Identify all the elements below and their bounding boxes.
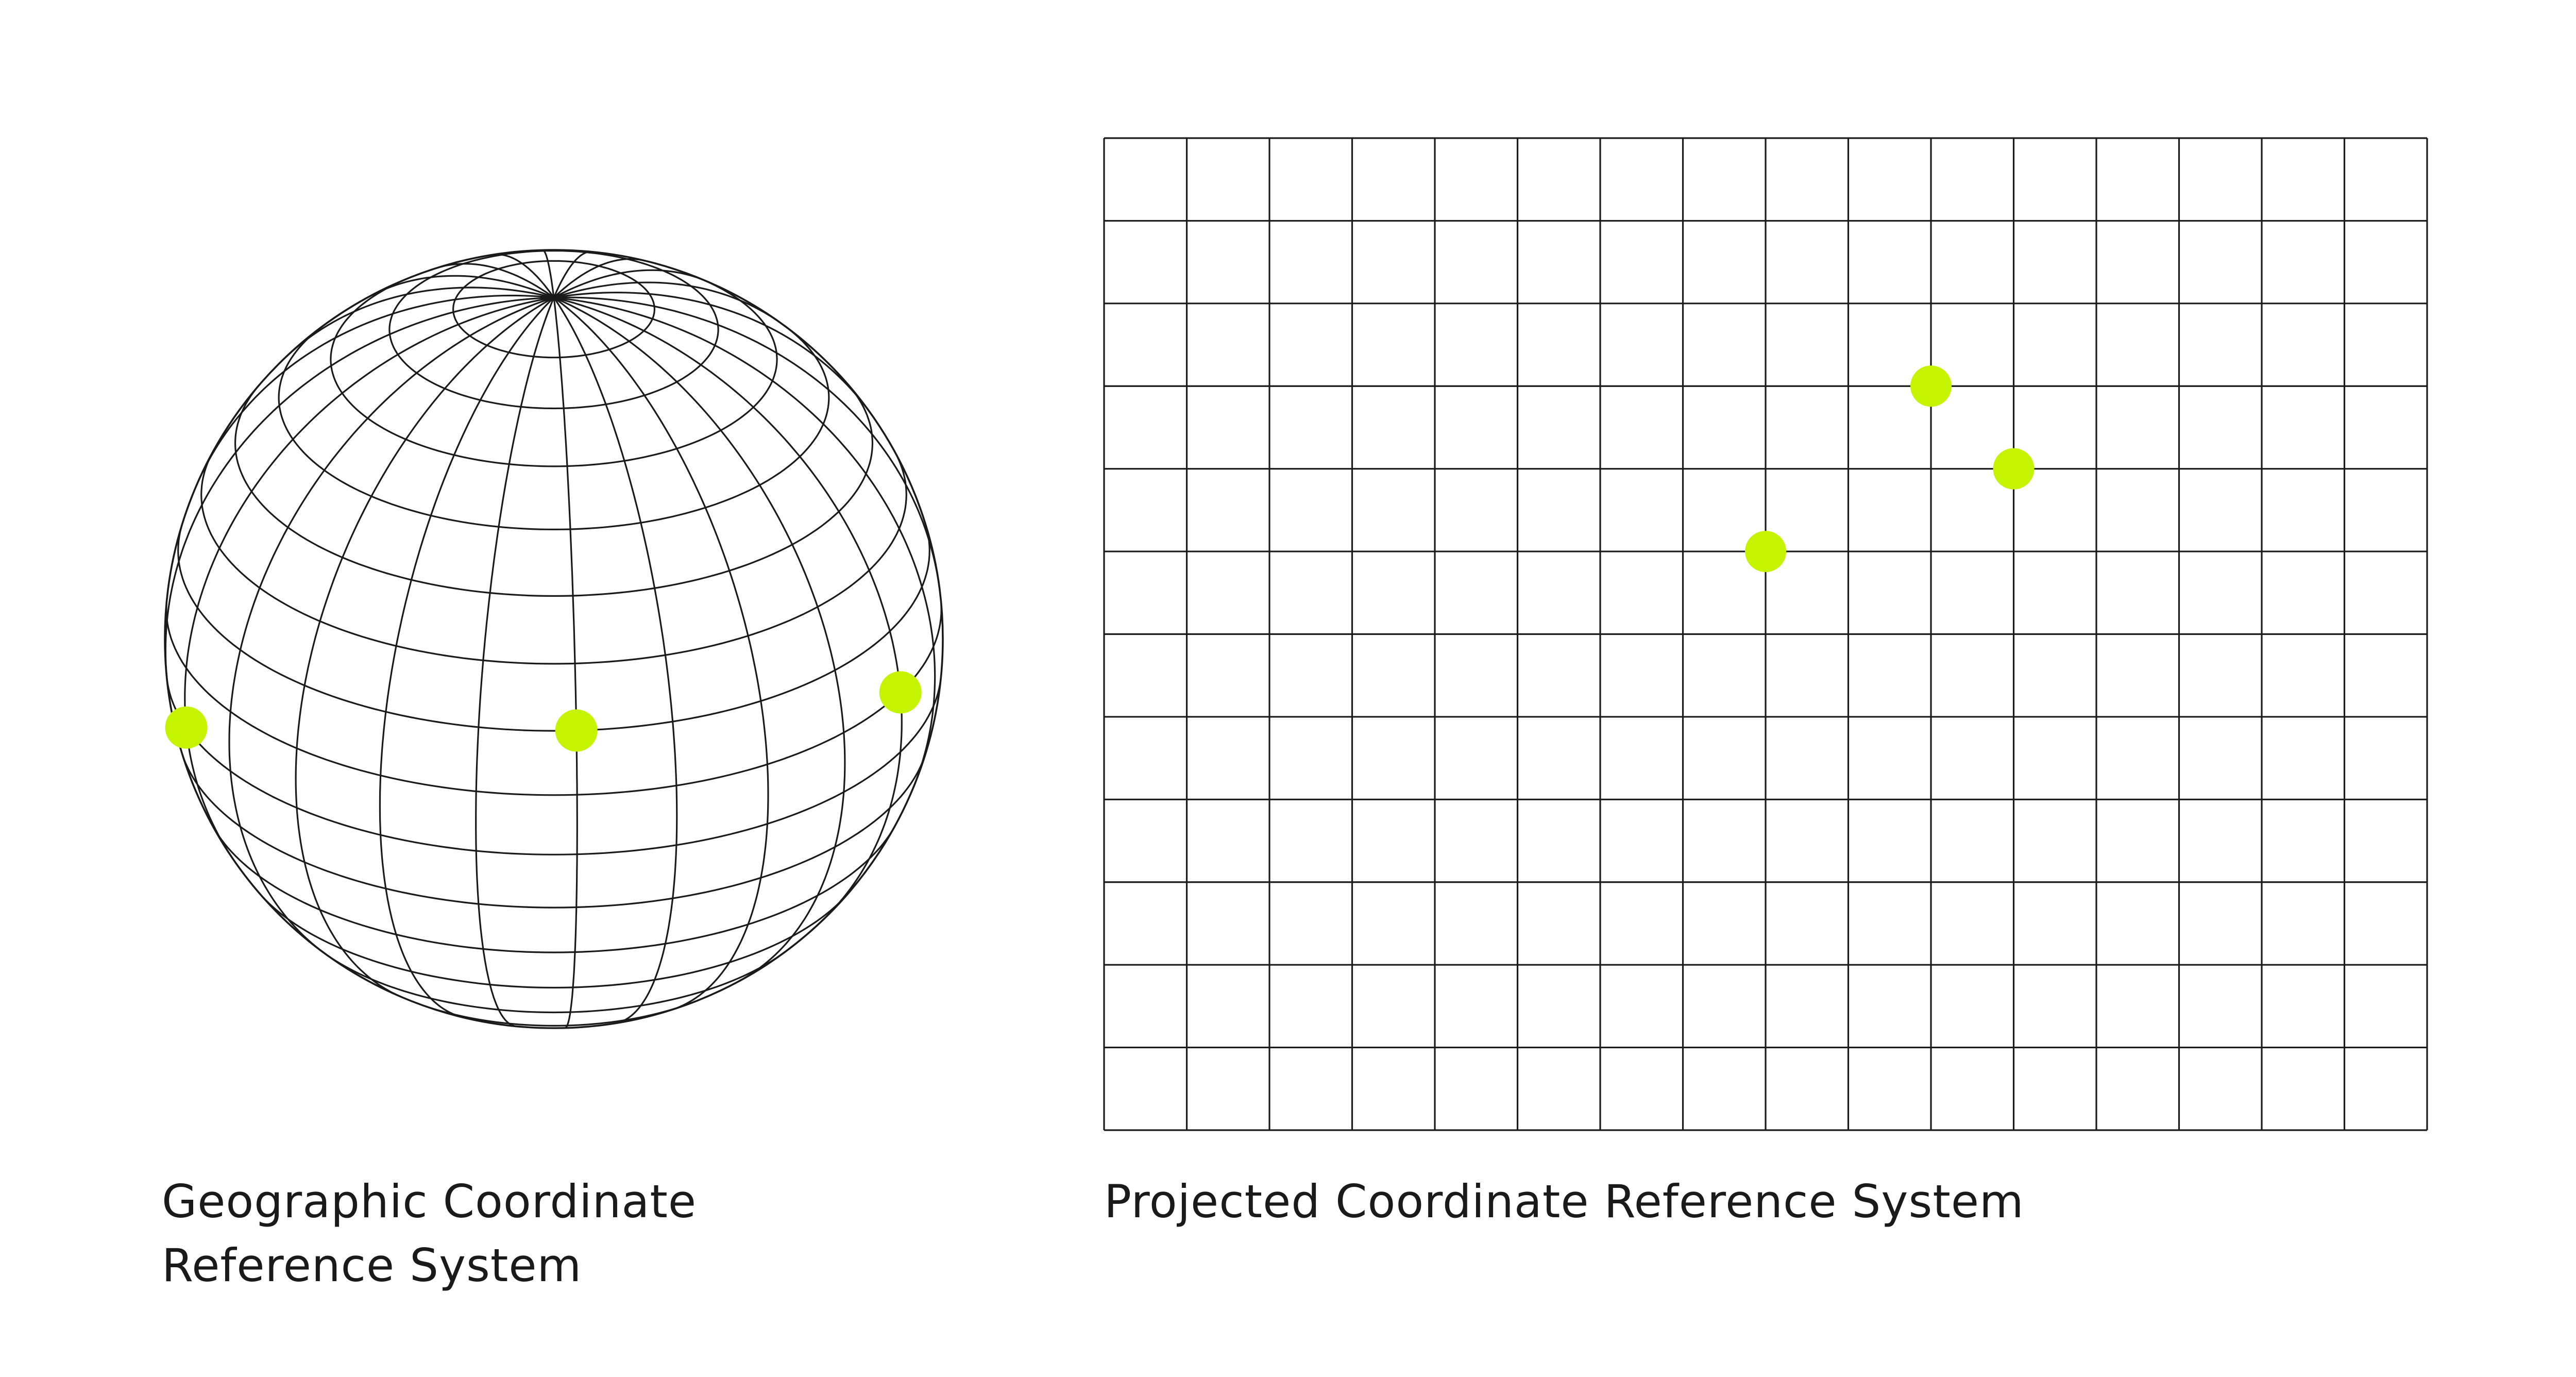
meridian-line xyxy=(553,296,903,921)
grid-point xyxy=(1910,365,1952,407)
meridian-line xyxy=(438,263,554,298)
parallel-line xyxy=(259,893,849,989)
meridian-line xyxy=(228,296,554,954)
meridian-line xyxy=(553,258,645,298)
meridian-line xyxy=(553,297,769,1011)
globe-illustration xyxy=(164,249,944,1029)
parallel-line xyxy=(177,527,930,732)
meridian-line xyxy=(553,250,592,298)
parallel-line xyxy=(278,325,830,530)
globe-point xyxy=(879,671,922,714)
grid-point xyxy=(1745,531,1786,573)
meridian-line xyxy=(295,297,554,998)
meridian-line xyxy=(553,296,940,588)
meridian-line xyxy=(184,296,554,858)
parallel-line xyxy=(165,604,942,796)
meridian-line xyxy=(553,292,873,416)
meridian-line xyxy=(368,275,554,298)
meridian-line xyxy=(553,269,706,298)
caption-line: Projected Coordinate Reference System xyxy=(1104,1175,2024,1228)
parallel-line xyxy=(200,455,907,665)
meridian-line xyxy=(164,296,554,684)
parallel-line xyxy=(182,755,926,909)
parallel-line xyxy=(323,951,785,1014)
projected-grid-illustration xyxy=(1103,137,2428,1131)
projected-crs-caption: Projected Coordinate Reference System xyxy=(1104,1170,2024,1234)
globe-point xyxy=(555,709,598,752)
globe-point xyxy=(165,706,208,749)
meridian-line xyxy=(284,287,554,359)
caption-line: Reference System xyxy=(162,1239,582,1292)
parallel-line xyxy=(212,827,895,953)
grid-point xyxy=(1993,448,2035,490)
parallel-line xyxy=(388,249,719,410)
caption-line: Geographic Coordinate xyxy=(162,1175,697,1228)
parallel-line xyxy=(234,384,874,597)
meridian-line xyxy=(553,296,846,982)
parallel-line xyxy=(166,678,942,855)
meridian-line xyxy=(553,296,936,793)
parallel-line xyxy=(413,1001,695,1027)
meridian-line xyxy=(379,297,555,1018)
parallel-line xyxy=(330,275,778,467)
meridian-line xyxy=(542,249,555,298)
geographic-crs-caption: Geographic Coordinate Reference System xyxy=(162,1170,697,1298)
parallel-line xyxy=(452,260,655,359)
meridian-line xyxy=(553,281,779,323)
meridian-line xyxy=(195,294,554,486)
